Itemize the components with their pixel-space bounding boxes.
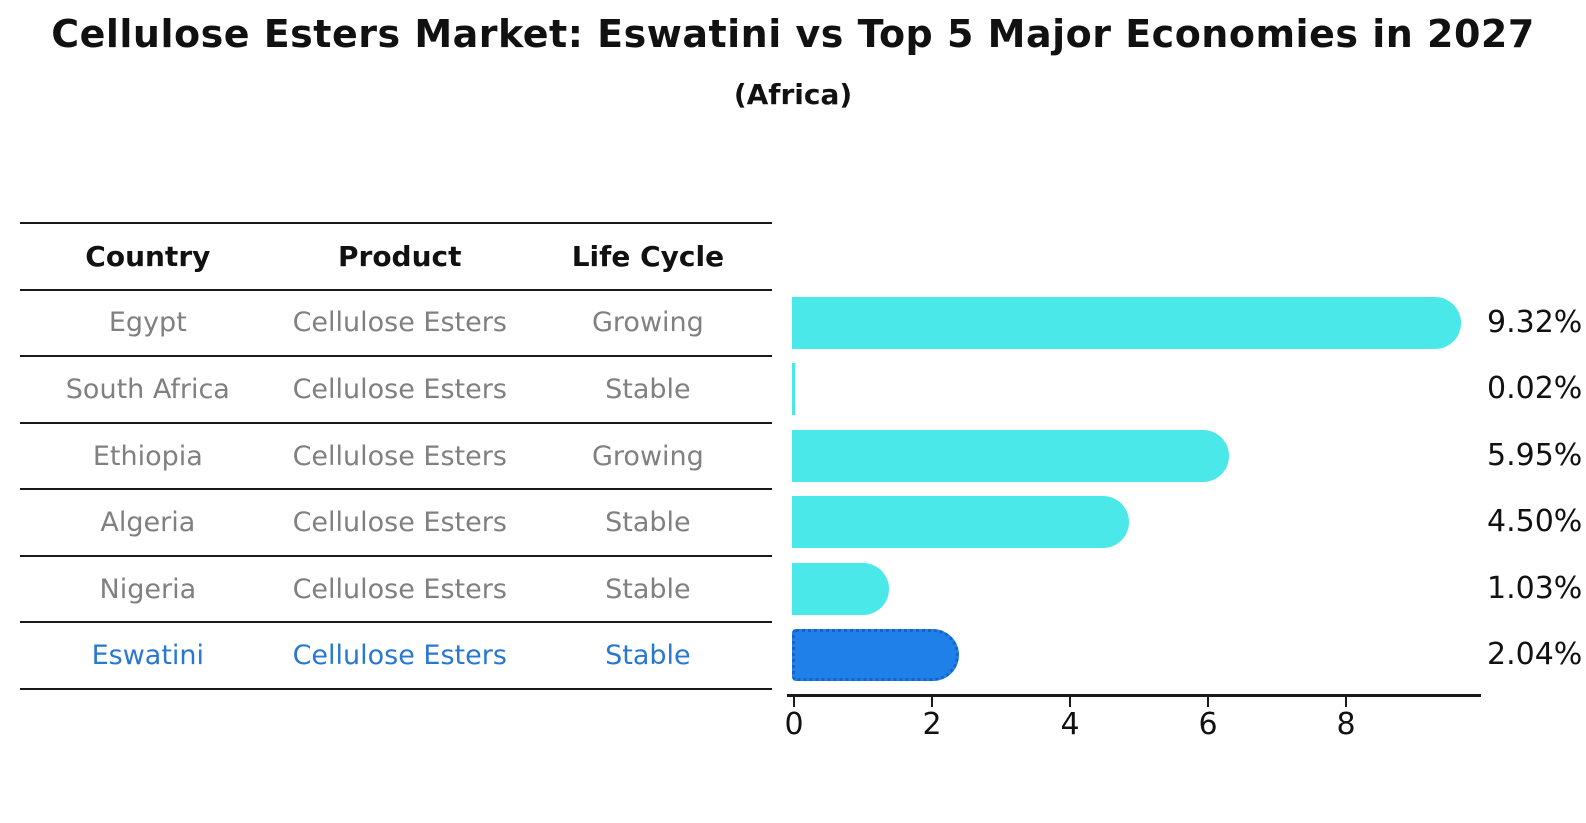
x-tick-mark bbox=[1345, 697, 1347, 707]
table-row-egypt: Egypt Cellulose Esters Growing bbox=[20, 288, 772, 356]
cell-country: South Africa bbox=[65, 373, 230, 405]
cell-product: Cellulose Esters bbox=[292, 640, 507, 672]
table-row-nigeria: Nigeria Cellulose Esters Stable bbox=[20, 554, 772, 622]
chart-title: Cellulose Esters Market: Eswatini vs Top… bbox=[51, 12, 1535, 56]
value-label-south-africa: 0.02% bbox=[1487, 371, 1583, 406]
cell-product: Cellulose Esters bbox=[292, 307, 507, 339]
cell-life-cycle: Stable bbox=[605, 373, 691, 405]
bar-nigeria bbox=[792, 563, 889, 615]
cell-life-cycle: Growing bbox=[592, 307, 704, 339]
cell-life-cycle: Stable bbox=[605, 507, 691, 539]
table-row-south-africa: South Africa Cellulose Esters Stable bbox=[20, 355, 772, 422]
table-row-ethiopia: Ethiopia Cellulose Esters Growing bbox=[20, 421, 772, 489]
column-header-country: Country bbox=[85, 239, 211, 273]
x-tick-mark bbox=[931, 697, 933, 707]
cell-product: Cellulose Esters bbox=[292, 440, 507, 472]
cell-life-cycle: Stable bbox=[605, 573, 691, 605]
chart-subtitle: (Africa) bbox=[733, 78, 853, 111]
cell-product: Cellulose Esters bbox=[292, 507, 507, 539]
column-header-life-cycle: Life Cycle bbox=[571, 239, 725, 273]
table-row-eswatini: Eswatini Cellulose Esters Stable bbox=[20, 621, 772, 688]
cell-product: Cellulose Esters bbox=[292, 373, 507, 405]
x-tick-mark bbox=[793, 697, 795, 707]
x-axis-line bbox=[787, 694, 1481, 697]
country-table: Country Product Life Cycle Egypt Cellulos… bbox=[20, 222, 772, 690]
bar-eswatini bbox=[792, 629, 959, 681]
x-tick-label: 6 bbox=[1198, 707, 1218, 742]
value-label-ethiopia: 5.95% bbox=[1487, 438, 1583, 473]
bar-egypt bbox=[792, 297, 1461, 349]
value-label-nigeria: 1.03% bbox=[1487, 571, 1583, 606]
x-tick-mark bbox=[1207, 697, 1209, 707]
cell-country: Nigeria bbox=[99, 573, 197, 605]
cell-product: Cellulose Esters bbox=[292, 573, 507, 605]
bar-ethiopia bbox=[792, 430, 1229, 482]
x-tick-label: 4 bbox=[1060, 707, 1080, 742]
bar-south-africa bbox=[792, 363, 795, 415]
cell-country: Eswatini bbox=[91, 640, 205, 672]
cell-country: Algeria bbox=[100, 507, 196, 539]
value-label-egypt: 9.32% bbox=[1487, 305, 1583, 340]
cell-life-cycle: Growing bbox=[592, 440, 704, 472]
x-tick-mark bbox=[1069, 697, 1071, 707]
value-label-algeria: 4.50% bbox=[1487, 504, 1583, 539]
cell-country: Ethiopia bbox=[92, 440, 203, 472]
column-header-product: Product bbox=[337, 239, 462, 273]
x-tick-label: 0 bbox=[784, 707, 804, 742]
x-tick-label: 8 bbox=[1336, 707, 1356, 742]
value-label-eswatini: 2.04% bbox=[1487, 637, 1583, 672]
bar-algeria bbox=[792, 496, 1129, 548]
table-header-row: Country Product Life Cycle bbox=[20, 222, 772, 289]
cell-life-cycle: Stable bbox=[605, 640, 691, 672]
table-row-algeria: Algeria Cellulose Esters Stable bbox=[20, 488, 772, 555]
x-tick-label: 2 bbox=[922, 707, 942, 742]
cell-country: Egypt bbox=[108, 307, 187, 339]
